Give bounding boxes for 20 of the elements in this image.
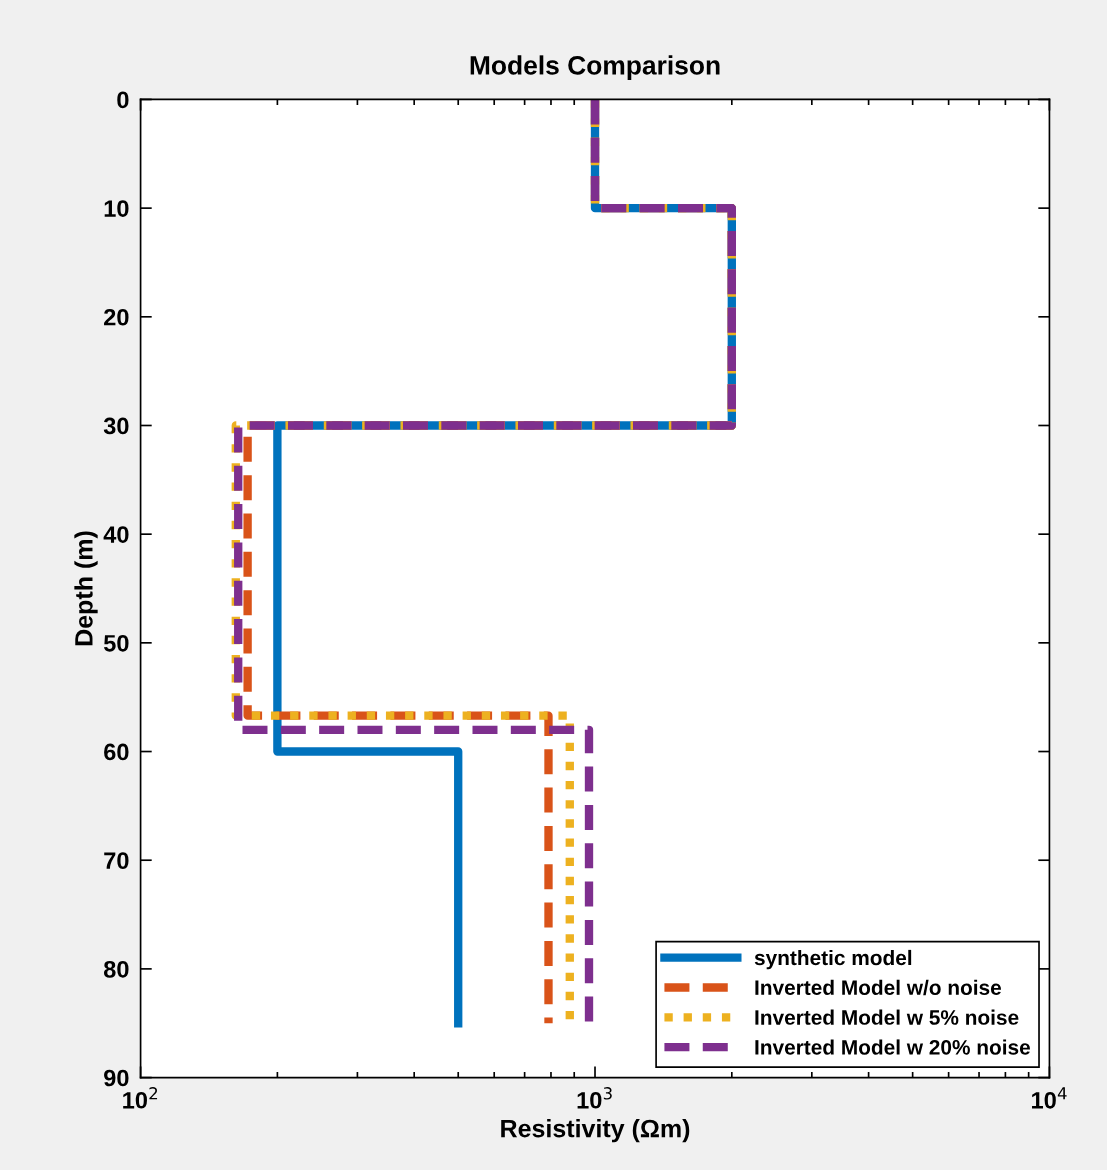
y-tick-label: 20 [104, 308, 129, 326]
y-tick-label: 0 [117, 91, 129, 109]
y-axis-title: Depth (m) [74, 531, 98, 646]
y-tick-label: 40 [103, 526, 129, 543]
x-axis-title: Resistivity (Ωm) [501, 1119, 690, 1143]
y-tick-label: 10 [104, 200, 129, 217]
legend-label: Inverted Model w/o noise [755, 979, 1002, 996]
x-tick-label: 10$^{2}$ [123, 1087, 158, 1109]
chart-title: Models Comparison [470, 55, 720, 80]
y-tick-label: 50 [103, 634, 129, 652]
y-tick-label: 90 [104, 1069, 129, 1087]
legend-label: Inverted Model w 5% noise [755, 1009, 1019, 1025]
y-tick-label: 30 [103, 417, 129, 435]
y-tick-label: 70 [104, 852, 129, 869]
x-tick-label: 10$^{3}$ [577, 1087, 612, 1109]
legend-label: Inverted Model w 20% noise [755, 1039, 1030, 1055]
x-tick-label: 10$^{4}$ [1032, 1087, 1067, 1109]
legend-label: synthetic model [754, 949, 912, 970]
y-tick-label: 60 [104, 743, 129, 761]
y-tick-label: 80 [103, 960, 129, 978]
